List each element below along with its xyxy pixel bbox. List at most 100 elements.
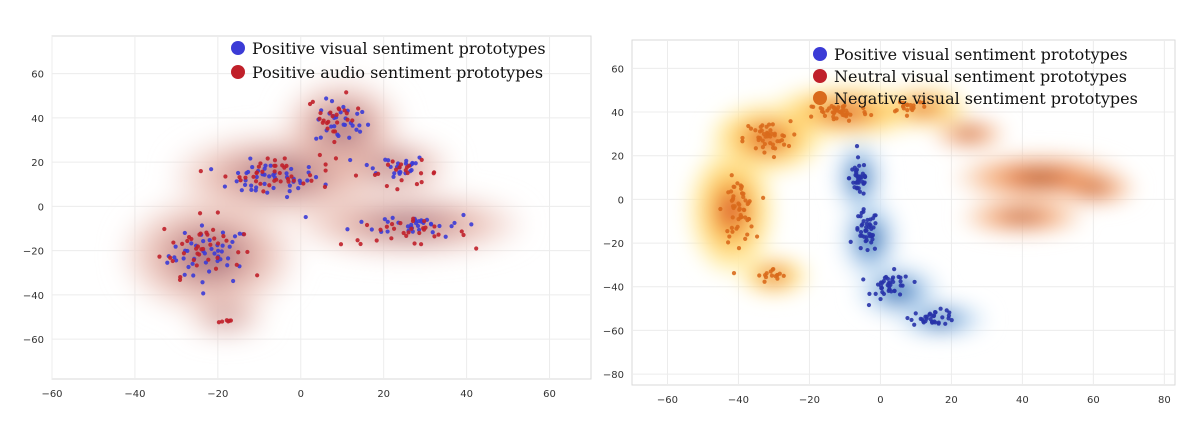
x-tick-label: 40 [1016, 395, 1029, 406]
density-blob [887, 284, 910, 298]
data-point [180, 241, 185, 246]
data-point [761, 195, 766, 200]
data-point [237, 231, 242, 236]
data-point [892, 288, 897, 294]
data-point [320, 120, 325, 125]
data-point [409, 167, 414, 173]
data-point [771, 266, 776, 272]
data-point [905, 315, 910, 321]
data-point [344, 90, 349, 95]
data-point [219, 249, 224, 254]
data-point [185, 238, 190, 244]
y-tick-label: 60 [611, 64, 624, 75]
data-point [391, 226, 397, 231]
data-point [748, 126, 754, 131]
data-point [272, 178, 277, 183]
data-point [272, 169, 277, 174]
data-point [947, 310, 952, 315]
data-point [174, 258, 179, 263]
data-point [357, 123, 362, 128]
data-point [262, 172, 267, 177]
data-point [231, 278, 236, 284]
data-point [897, 292, 903, 297]
data-point [872, 246, 877, 251]
data-point [897, 100, 903, 105]
data-point [745, 232, 750, 237]
data-point [781, 133, 787, 139]
density-blob [1008, 213, 1037, 221]
data-point [360, 109, 365, 115]
data-point [858, 230, 864, 235]
legend-label-negative-visual: Negative visual sentiment prototypes [834, 89, 1138, 108]
points-right [718, 100, 954, 327]
data-point [764, 271, 769, 276]
data-point [743, 236, 748, 241]
data-point [430, 230, 435, 235]
data-point [737, 207, 742, 212]
data-point [869, 112, 874, 118]
data-point [404, 233, 409, 238]
data-point [215, 255, 220, 260]
data-point [342, 108, 347, 113]
data-point [370, 166, 375, 171]
data-point [258, 181, 263, 186]
data-point [809, 114, 814, 119]
x-tick-label: −60 [41, 389, 62, 400]
data-point [831, 111, 837, 116]
data-point [911, 103, 916, 108]
data-point [215, 241, 221, 246]
data-point [234, 262, 239, 267]
data-point [208, 242, 213, 247]
legend-label-positive-visual: Positive visual sentiment prototypes [834, 45, 1128, 64]
data-point [770, 122, 775, 127]
data-point [157, 254, 162, 259]
data-point [436, 232, 441, 237]
data-point [356, 106, 361, 111]
data-point [207, 269, 212, 274]
data-point [753, 146, 758, 151]
data-point [197, 211, 203, 216]
data-point [332, 129, 338, 134]
data-point [391, 174, 396, 179]
data-point [737, 202, 742, 207]
data-point [871, 225, 876, 230]
data-point [878, 296, 883, 302]
data-point [398, 221, 403, 226]
data-point [395, 187, 400, 192]
data-point [869, 240, 874, 245]
data-point [910, 107, 915, 113]
data-point [924, 316, 929, 321]
y-tick-label: −60 [603, 326, 624, 337]
data-point [172, 255, 177, 260]
data-point [858, 246, 863, 251]
data-point [220, 230, 226, 235]
data-point [922, 104, 927, 109]
data-point [735, 224, 740, 229]
data-point [254, 174, 259, 180]
data-point [917, 100, 923, 105]
data-point [232, 234, 238, 239]
data-point [452, 220, 457, 226]
data-point [181, 256, 186, 261]
data-point [718, 206, 723, 212]
data-point [870, 233, 875, 238]
data-point [730, 229, 735, 234]
data-point [773, 274, 778, 279]
points-left [157, 90, 479, 325]
data-point [287, 189, 292, 194]
data-point [745, 201, 750, 207]
data-point [263, 163, 268, 168]
data-point [236, 250, 241, 255]
data-point [364, 222, 370, 228]
data-point [235, 170, 241, 176]
panel-left: −60 −40 −20 0 20 40 60 −60 −40 −20 0 20 40 60 Positiv… [23, 35, 592, 400]
data-point [355, 238, 360, 243]
data-point [322, 184, 328, 189]
data-point [854, 143, 860, 149]
data-point [861, 277, 866, 282]
y-tick-label: −20 [603, 239, 624, 250]
data-point [244, 170, 249, 176]
data-point [768, 128, 773, 133]
data-point [894, 108, 899, 113]
data-point [338, 242, 344, 247]
